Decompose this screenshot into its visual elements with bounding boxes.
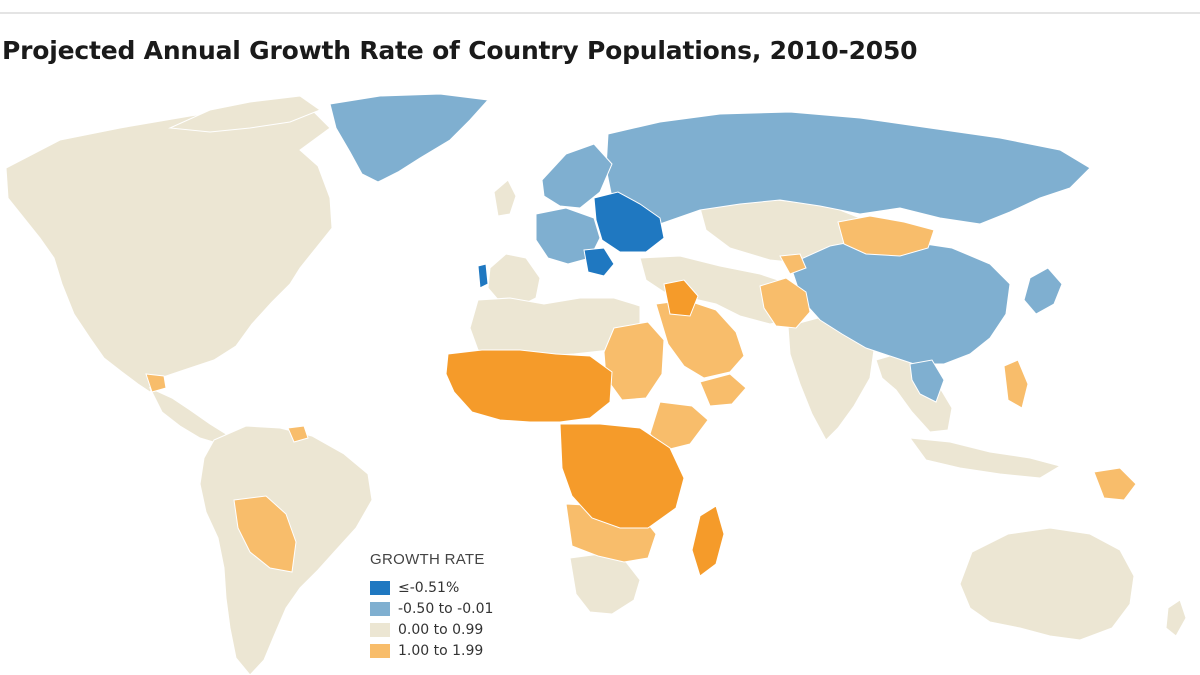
map-legend: GROWTH RATE ≤-0.51% -0.50 to -0.01 0.00 … [370, 551, 610, 661]
region-saudi-arabia [655, 299, 745, 379]
region-ukraine-belarus [593, 191, 665, 253]
region-north-africa-orange [603, 321, 665, 401]
legend-label: -0.50 to -0.01 [398, 600, 494, 617]
region-scandinavia [541, 143, 613, 209]
region-guatemala-honduras [145, 373, 167, 393]
region-indonesia [908, 437, 1062, 479]
legend-swatch-light-blue [370, 601, 390, 616]
legend-item-low-growth: 0.00 to 0.99 [370, 619, 610, 640]
region-iraq [663, 279, 699, 317]
region-western-europe [487, 253, 541, 307]
legend-label: 1.00 to 1.99 [398, 642, 484, 659]
legend-label: ≤-0.51% [398, 579, 460, 596]
region-kazakhstan-south [779, 253, 807, 275]
world-map-svg [0, 88, 1200, 675]
region-bolivia-paraguay [233, 495, 297, 573]
region-central-east-africa [559, 423, 685, 529]
region-greenland [329, 93, 490, 183]
region-new-zealand [1165, 599, 1187, 637]
region-madagascar [691, 505, 725, 577]
region-papua-new-guinea [1093, 467, 1137, 501]
legend-label: 0.00 to 0.99 [398, 621, 484, 638]
region-portugal [477, 263, 489, 289]
region-japan [1023, 267, 1063, 315]
legend-swatch-dark-blue [370, 580, 390, 595]
region-balkans [583, 247, 615, 277]
region-pakistan-afghanistan [759, 277, 811, 329]
region-guyana [287, 425, 309, 443]
world-map [0, 88, 1200, 675]
region-uk-ireland [493, 179, 517, 217]
legend-title: GROWTH RATE [370, 551, 485, 568]
legend-item-decline-strong: ≤-0.51% [370, 577, 610, 598]
region-mongolia [837, 215, 935, 257]
map-title: Projected Annual Growth Rate of Country … [2, 36, 918, 65]
legend-item-decline: -0.50 to -0.01 [370, 598, 610, 619]
legend-item-growth: 1.00 to 1.99 [370, 640, 610, 661]
region-horn-of-africa [649, 401, 709, 451]
legend-swatch-light-orange [370, 643, 390, 658]
region-arctic-islands [168, 95, 322, 133]
region-yemen-oman [699, 373, 747, 407]
region-philippines [1003, 359, 1029, 409]
region-australia [959, 527, 1135, 641]
region-southeast-asia-blue [909, 359, 945, 403]
legend-swatch-beige [370, 622, 390, 637]
region-west-africa [445, 349, 613, 423]
top-divider [0, 12, 1200, 14]
